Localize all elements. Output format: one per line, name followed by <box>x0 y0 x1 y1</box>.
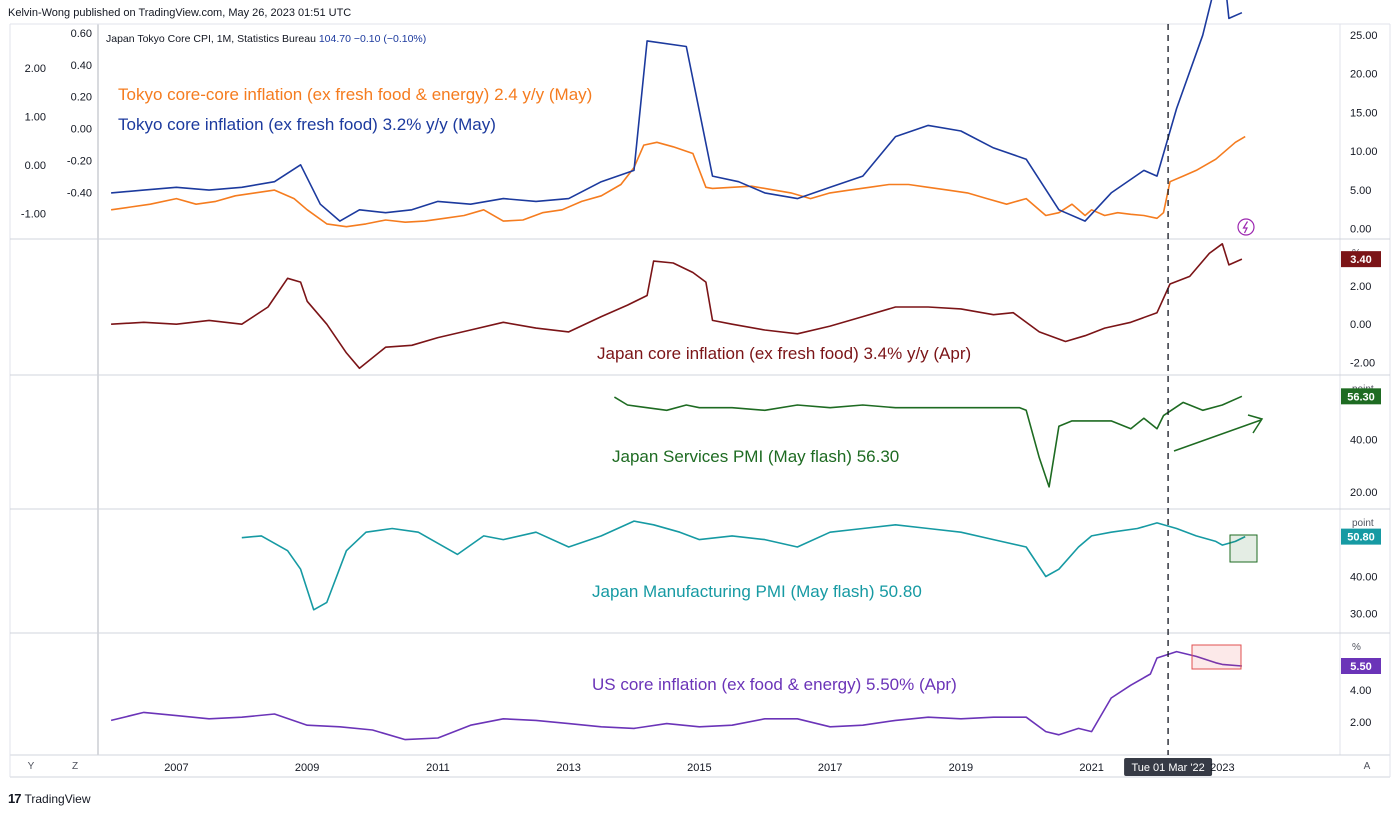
right-axis-tick-label: 2.00 <box>1350 281 1371 293</box>
tradingview-logo[interactable]: 17 TradingView <box>8 791 91 806</box>
annotation-japan-core: Japan core inflation (ex fresh food) 3.4… <box>597 344 971 363</box>
left-inner-tick-label: -0.40 <box>67 187 92 199</box>
x-tick-label: 2023 <box>1210 762 1234 774</box>
chart-annotations: Tokyo core-core inflation (ex fresh food… <box>118 85 1264 694</box>
left-outer-tick-label: 0.00 <box>25 160 46 172</box>
legend-title: Japan Tokyo Core CPI, 1M, Statistics Bur… <box>106 33 319 45</box>
right-axis-tick-label: 0.00 <box>1350 224 1371 236</box>
series-line-services_pmi <box>613 395 1243 488</box>
trend-arrow-line <box>1173 419 1262 452</box>
x-tick-label: 2017 <box>818 762 842 774</box>
last-value-badge <box>1341 251 1381 268</box>
legend-change: −0.10 (−0.10%) <box>354 33 426 45</box>
series-line-us_core <box>110 650 1242 741</box>
annotation-manufacturing-pmi: Japan Manufacturing PMI (May flash) 50.8… <box>592 582 922 601</box>
annotation-tokyo-core-core: Tokyo core-core inflation (ex fresh food… <box>118 85 592 104</box>
x-tick-label: 2009 <box>295 762 319 774</box>
crosshair-date-badge <box>1124 758 1213 776</box>
x-tick-label: 2019 <box>949 762 973 774</box>
publisher-header: Kelvin-Wong published on TradingView.com… <box>8 7 352 19</box>
x-tick-label: 2021 <box>1079 762 1103 774</box>
left-inner-tick-label: 0.60 <box>71 28 92 40</box>
chart-frame <box>9 23 1391 778</box>
annotation-us-core: US core inflation (ex food & energy) 5.5… <box>592 675 957 694</box>
time-axis-bar <box>10 756 1390 778</box>
right-axis-tick-label: 10.00 <box>1350 146 1378 158</box>
last-value-badge <box>1341 658 1381 674</box>
left-outer-tick-label: 1.00 <box>25 111 46 123</box>
left-inner-tick-label: 0.00 <box>71 124 92 136</box>
trend-arrow-head-icon <box>1247 414 1264 434</box>
last-value-badge <box>1341 528 1381 545</box>
right-axis-tick-label: 20.00 <box>1350 69 1378 81</box>
left-inner-tick-label: 0.20 <box>71 92 92 104</box>
right-axis-tick-label: -2.00 <box>1350 358 1375 370</box>
right-axis-tick-label: 2.00 <box>1350 717 1371 729</box>
z-axis-toggle-button[interactable]: Z <box>71 761 79 772</box>
tradingview-mark-icon: 17 <box>8 791 22 806</box>
legend-value: 104.70 <box>319 33 354 45</box>
highlight-box-us-core <box>1191 644 1242 670</box>
last-value-badge <box>1341 388 1381 405</box>
x-tick-label: 2007 <box>164 762 188 774</box>
left-inner-tick-label: 0.40 <box>71 60 92 72</box>
last-value-label: 5.50 <box>1350 661 1371 673</box>
last-value-label: 50.80 <box>1347 532 1375 544</box>
y-axis-toggle-button[interactable]: Y <box>27 761 35 772</box>
left-inner-tick-label: -0.20 <box>67 155 92 167</box>
series-line-tokyo <box>110 135 1246 228</box>
tradingview-brand-text: TradingView <box>24 791 91 806</box>
annotation-services-pmi: Japan Services PMI (May flash) 56.30 <box>612 447 899 466</box>
right-axis-tick-label: 40.00 <box>1350 434 1378 446</box>
x-tick-label: 2011 <box>426 762 450 774</box>
right-axis-tick-label: 30.00 <box>1350 609 1378 621</box>
series-legend: Japan Tokyo Core CPI, 1M, Statistics Bur… <box>106 33 426 45</box>
crosshair-date-label: Tue 01 Mar '22 <box>1131 762 1204 774</box>
right-axis-tick-label: 15.00 <box>1350 107 1378 119</box>
right-axis-tick-label: 25.00 <box>1350 30 1378 42</box>
auto-scale-button[interactable]: A <box>1363 761 1371 772</box>
chart-axes: Tue 01 Mar '22 2007 2009 2011 2013 2015 2017 20… <box>21 28 1381 776</box>
right-axis-tick-label: 20.00 <box>1350 487 1378 499</box>
panel-unit-label: point <box>1352 518 1374 529</box>
last-value-label: 56.30 <box>1347 391 1375 403</box>
right-axis-tick-label: 4.00 <box>1350 685 1371 697</box>
series-line-japan_core <box>111 243 1243 370</box>
left-outer-tick-label: 2.00 <box>25 63 46 75</box>
event-lightning-icon <box>1237 218 1255 236</box>
lightning-bolt-icon <box>1242 221 1249 234</box>
right-axis-tick-label: 0.00 <box>1350 319 1371 331</box>
annotation-tokyo-core: Tokyo core inflation (ex fresh food) 3.2… <box>118 115 496 134</box>
x-tick-label: 2015 <box>687 762 711 774</box>
last-value-label: 3.40 <box>1350 254 1371 266</box>
x-tick-label: 2013 <box>556 762 580 774</box>
chart-series <box>110 0 1246 755</box>
highlight-box-manufacturing <box>1229 534 1258 563</box>
panel-unit-label: % <box>1352 642 1361 653</box>
right-axis-tick-label: 5.00 <box>1350 185 1371 197</box>
left-outer-tick-label: -1.00 <box>21 209 46 221</box>
series-line-manufacturing_pmi <box>241 520 1246 611</box>
right-axis-tick-label: 40.00 <box>1350 572 1378 584</box>
series-line-tokyo <box>111 0 1243 222</box>
